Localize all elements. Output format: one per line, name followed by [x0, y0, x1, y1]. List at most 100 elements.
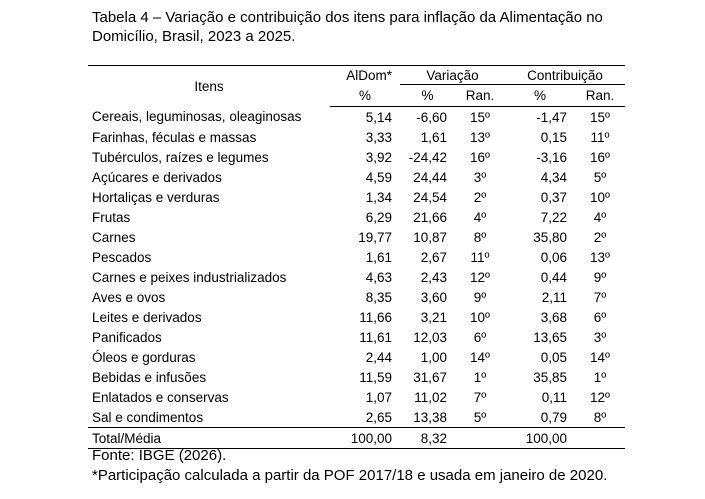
value-cell: 11º — [470, 249, 490, 265]
value-cell: 6º — [473, 329, 487, 345]
value-cell: 9º — [473, 289, 487, 305]
table-row: Frutas 6,29 21,66 4º 7,22 4º — [88, 207, 625, 227]
total-cell: 100,00 — [505, 427, 575, 449]
value-cell: 7º — [473, 389, 487, 405]
value-cell: 13º — [590, 249, 610, 265]
item-cell: Bebidas e infusões — [92, 369, 207, 385]
table-row: Bebidas e infusões 11,59 31,67 1º 35,85 1º — [88, 367, 625, 387]
value-cell: 5º — [593, 169, 607, 185]
value-cell: 15º — [470, 109, 490, 125]
value-cell: 6,29 — [365, 209, 392, 225]
item-cell: Frutas — [92, 209, 131, 225]
item-cell: Panificados — [92, 329, 162, 345]
header-cell: AlDom* — [330, 65, 400, 85]
value-cell: 1º — [593, 369, 607, 385]
value-cell: 12º — [590, 389, 610, 405]
value-cell: 4º — [593, 209, 607, 225]
value-cell: 0,11 — [541, 389, 567, 405]
value-cell: 13,65 — [533, 329, 567, 345]
value-cell: 14º — [590, 349, 610, 365]
value-cell: 2,11 — [541, 289, 567, 305]
value-cell: 1º — [473, 369, 487, 385]
value-cell: 11º — [590, 129, 610, 145]
data-table: Itens AlDom* Variação Contribuição % % R… — [88, 65, 626, 449]
value-cell: 3,33 — [365, 129, 392, 145]
value-cell: 7º — [593, 289, 607, 305]
header-cell: Ran. — [455, 84, 505, 107]
item-cell: Enlatados e conservas — [92, 389, 229, 405]
value-cell: 8º — [473, 229, 487, 245]
value-cell: -24,42 — [408, 149, 447, 165]
value-cell: 2,43 — [420, 269, 447, 285]
value-cell: 0,15 — [540, 129, 567, 145]
value-cell: 3,60 — [420, 289, 447, 305]
item-cell: Carnes — [92, 229, 136, 245]
value-cell: 6º — [593, 309, 607, 325]
value-cell: 8º — [593, 409, 607, 425]
value-cell: -3,16 — [536, 149, 567, 165]
item-cell: Carnes e peixes industrializados — [92, 269, 287, 285]
item-cell: Pescados — [92, 249, 152, 265]
header-cell: Variação — [400, 65, 505, 85]
table-row: Sal e condimentos 2,65 13,38 5º 0,79 8º — [88, 407, 625, 428]
total-cell: Total/Média — [88, 427, 330, 449]
value-cell: 31,67 — [413, 369, 447, 385]
table-row: Carnes 19,77 10,87 8º 35,80 2º — [88, 227, 625, 247]
value-cell: 0,06 — [540, 249, 567, 265]
value-cell: 2,44 — [365, 349, 392, 365]
value-cell: 15º — [590, 109, 610, 125]
table-row: Farinhas, féculas e massas 3,33 1,61 13º 0,1… — [88, 127, 625, 147]
item-cell: Farinhas, féculas e massas — [92, 129, 257, 145]
item-cell: Leites e derivados — [92, 309, 202, 325]
table-row: Tubérculos, raízes e legumes 3,92 -24,42 16… — [88, 147, 625, 167]
value-cell: 4º — [473, 209, 487, 225]
value-cell: 8,35 — [365, 289, 392, 305]
value-cell: 12,03 — [413, 329, 447, 345]
table-row: Enlatados e conservas 1,07 11,02 7º 0,11 12º — [88, 387, 625, 407]
total-cell — [455, 427, 505, 449]
value-cell: 3º — [473, 169, 487, 185]
table-row: Panificados 11,61 12,03 6º 13,65 3º — [88, 327, 625, 347]
value-cell: 1,61 — [365, 249, 392, 265]
value-cell: 0,37 — [540, 189, 567, 205]
item-cell: Hortaliças e verduras — [92, 189, 220, 205]
table-row: Óleos e gorduras 2,44 1,00 14º 0,05 14º — [88, 347, 625, 367]
header-cell: % — [400, 84, 455, 107]
value-cell: -1,47 — [536, 109, 567, 125]
value-cell: 13º — [470, 129, 490, 145]
value-cell: 11,59 — [359, 369, 392, 385]
value-cell: 11,66 — [359, 309, 392, 325]
value-cell: 4,63 — [365, 269, 392, 285]
header-cell: Contribuição — [505, 65, 626, 85]
total-cell: 100,00 — [330, 427, 400, 449]
table-row: Pescados 1,61 2,67 11º 0,06 13º — [88, 247, 625, 267]
value-cell: 1,00 — [420, 349, 447, 365]
value-cell: 3,21 — [420, 309, 447, 325]
value-cell: 12º — [470, 269, 490, 285]
table-title: Tabela 4 – Variação e contribuição dos i… — [92, 9, 603, 45]
table-body: Cereais, leguminosas, oleaginosas 5,14 -6,… — [88, 107, 625, 428]
value-cell: 14º — [470, 349, 490, 365]
value-cell: 19,77 — [358, 229, 392, 245]
table-row: Cereais, leguminosas, oleaginosas 5,14 -6,… — [88, 107, 625, 128]
value-cell: 10º — [470, 309, 490, 325]
value-cell: 1,34 — [365, 189, 392, 205]
value-cell: -6,60 — [416, 109, 447, 125]
value-cell: 16º — [590, 149, 610, 165]
item-cell: Aves e ovos — [92, 289, 166, 305]
value-cell: 4,34 — [540, 169, 567, 185]
value-cell: 11,61 — [359, 329, 392, 345]
value-cell: 24,54 — [413, 189, 447, 205]
value-cell: 1,61 — [420, 129, 447, 145]
value-cell: 7,22 — [540, 209, 567, 225]
table-row: Carnes e peixes industrializados 4,63 2,43… — [88, 267, 625, 287]
value-cell: 5,14 — [365, 109, 392, 125]
value-cell: 35,85 — [533, 369, 567, 385]
total-cell — [575, 427, 626, 449]
header-cell: Itens — [88, 65, 330, 107]
value-cell: 9º — [593, 269, 607, 285]
value-cell: 0,79 — [540, 409, 567, 425]
footnote: *Participação calculada a partir da POF … — [92, 467, 608, 484]
table-row: Aves e ovos 8,35 3,60 9º 2,11 7º — [88, 287, 625, 307]
